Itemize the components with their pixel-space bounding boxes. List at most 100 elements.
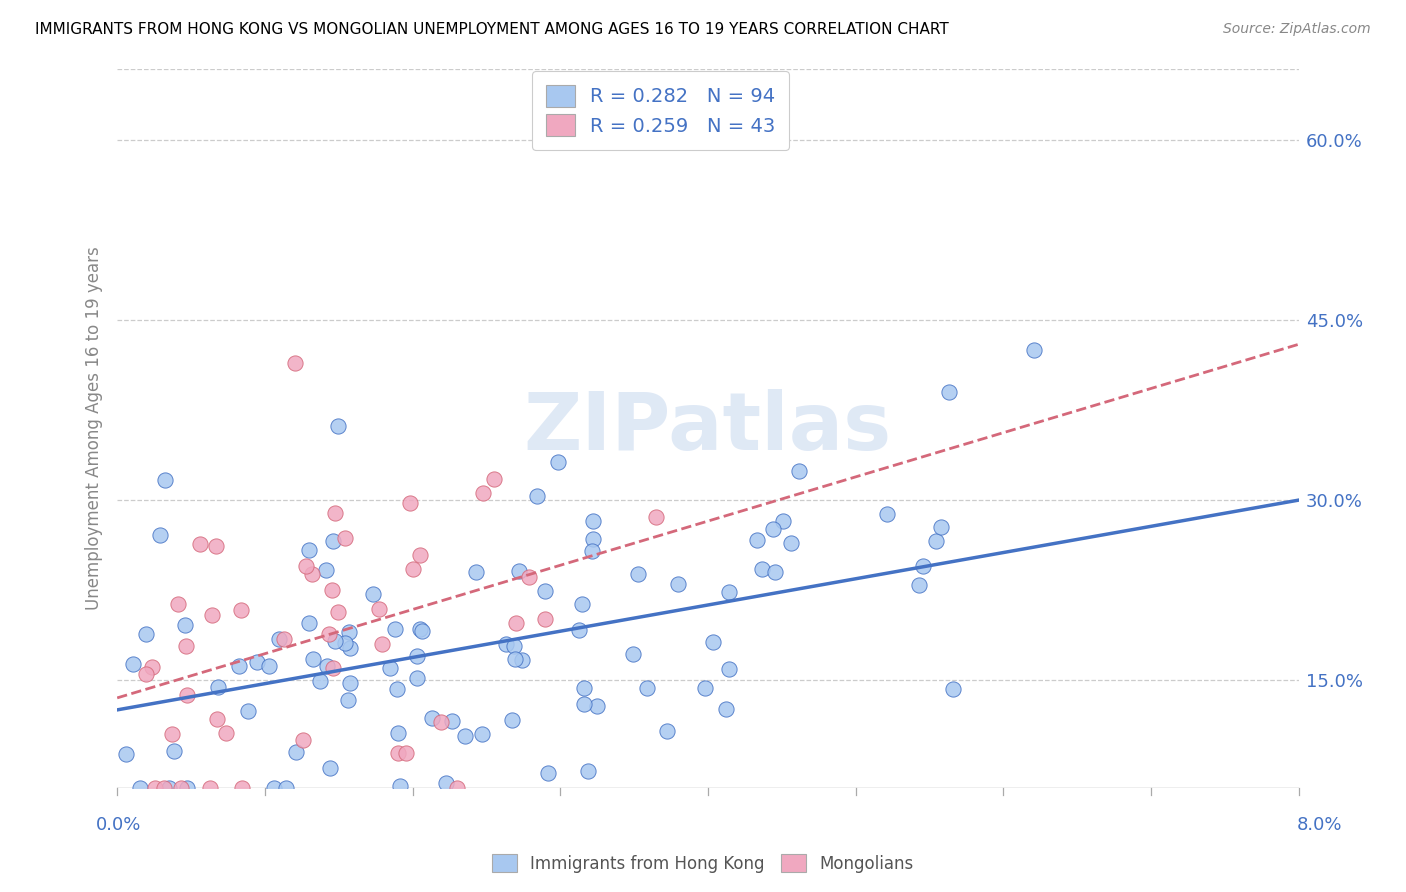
Point bbox=[323, 633, 346, 648]
Point bbox=[129, 780, 152, 795]
Point bbox=[229, 603, 252, 617]
Point bbox=[309, 673, 332, 688]
Point bbox=[395, 746, 418, 760]
Point bbox=[337, 625, 360, 640]
Point bbox=[389, 779, 412, 793]
Point bbox=[655, 723, 678, 738]
Point bbox=[526, 489, 548, 503]
Text: ZIPatlas: ZIPatlas bbox=[524, 389, 893, 467]
Point bbox=[333, 531, 356, 545]
Point bbox=[143, 780, 166, 795]
Text: 8.0%: 8.0% bbox=[1298, 816, 1343, 834]
Point bbox=[141, 660, 163, 674]
Text: IMMIGRANTS FROM HONG KONG VS MONGOLIAN UNEMPLOYMENT AMONG AGES 16 TO 19 YEARS CO: IMMIGRANTS FROM HONG KONG VS MONGOLIAN U… bbox=[35, 22, 949, 37]
Point bbox=[751, 562, 773, 576]
Point bbox=[339, 640, 361, 655]
Point bbox=[718, 585, 741, 599]
Legend: Immigrants from Hong Kong, Mongolians: Immigrants from Hong Kong, Mongolians bbox=[485, 847, 921, 880]
Point bbox=[571, 597, 593, 611]
Point bbox=[273, 632, 295, 647]
Point bbox=[322, 661, 344, 675]
Point bbox=[315, 563, 337, 577]
Point bbox=[204, 539, 226, 553]
Point bbox=[284, 745, 307, 759]
Point bbox=[508, 564, 530, 578]
Point bbox=[200, 780, 222, 795]
Text: Source: ZipAtlas.com: Source: ZipAtlas.com bbox=[1223, 22, 1371, 37]
Point bbox=[716, 702, 738, 716]
Point bbox=[702, 635, 724, 649]
Point bbox=[925, 533, 948, 548]
Point bbox=[908, 578, 931, 592]
Point bbox=[170, 780, 193, 795]
Point bbox=[276, 780, 298, 795]
Point bbox=[315, 659, 337, 673]
Point bbox=[406, 649, 429, 664]
Point bbox=[236, 704, 259, 718]
Point bbox=[201, 607, 224, 622]
Point bbox=[533, 612, 555, 626]
Point bbox=[246, 655, 269, 669]
Point bbox=[454, 729, 477, 743]
Point bbox=[434, 776, 457, 790]
Legend: R = 0.282   N = 94, R = 0.259   N = 43: R = 0.282 N = 94, R = 0.259 N = 43 bbox=[531, 71, 789, 150]
Point bbox=[772, 514, 794, 528]
Point bbox=[328, 605, 350, 619]
Point bbox=[787, 464, 810, 478]
Point bbox=[135, 626, 157, 640]
Point bbox=[718, 662, 741, 676]
Point bbox=[387, 726, 409, 740]
Point bbox=[644, 510, 666, 524]
Point bbox=[263, 780, 285, 795]
Point bbox=[174, 639, 197, 653]
Point bbox=[572, 697, 595, 711]
Point bbox=[371, 637, 394, 651]
Point bbox=[163, 744, 186, 758]
Point bbox=[291, 733, 314, 747]
Point bbox=[302, 652, 325, 666]
Point bbox=[298, 542, 321, 557]
Y-axis label: Unemployment Among Ages 16 to 19 years: Unemployment Among Ages 16 to 19 years bbox=[86, 246, 103, 610]
Point bbox=[621, 647, 644, 661]
Point bbox=[503, 652, 526, 666]
Point bbox=[207, 680, 229, 694]
Point bbox=[231, 780, 253, 795]
Point bbox=[471, 727, 494, 741]
Point bbox=[745, 533, 768, 547]
Point bbox=[517, 570, 540, 584]
Point bbox=[666, 576, 689, 591]
Point bbox=[166, 597, 188, 611]
Point bbox=[636, 681, 658, 695]
Point bbox=[763, 566, 786, 580]
Point bbox=[157, 780, 180, 795]
Point bbox=[576, 764, 599, 778]
Point bbox=[464, 566, 486, 580]
Point bbox=[582, 532, 605, 546]
Point bbox=[361, 587, 384, 601]
Point bbox=[328, 419, 350, 434]
Point bbox=[568, 624, 591, 638]
Point bbox=[205, 712, 228, 726]
Point bbox=[495, 637, 517, 651]
Point bbox=[257, 659, 280, 673]
Point bbox=[446, 780, 468, 795]
Point bbox=[399, 496, 422, 510]
Point bbox=[228, 658, 250, 673]
Point bbox=[153, 473, 176, 487]
Point bbox=[942, 681, 965, 696]
Point bbox=[176, 688, 198, 702]
Point bbox=[162, 727, 184, 741]
Point bbox=[586, 699, 609, 714]
Point bbox=[122, 657, 145, 672]
Point bbox=[284, 356, 307, 370]
Point bbox=[339, 676, 361, 690]
Point bbox=[505, 616, 527, 631]
Point bbox=[574, 681, 596, 695]
Point bbox=[627, 567, 650, 582]
Point bbox=[387, 681, 409, 696]
Text: 0.0%: 0.0% bbox=[96, 816, 141, 834]
Point bbox=[319, 761, 342, 775]
Point bbox=[323, 506, 346, 520]
Point bbox=[298, 616, 321, 631]
Point bbox=[378, 661, 401, 675]
